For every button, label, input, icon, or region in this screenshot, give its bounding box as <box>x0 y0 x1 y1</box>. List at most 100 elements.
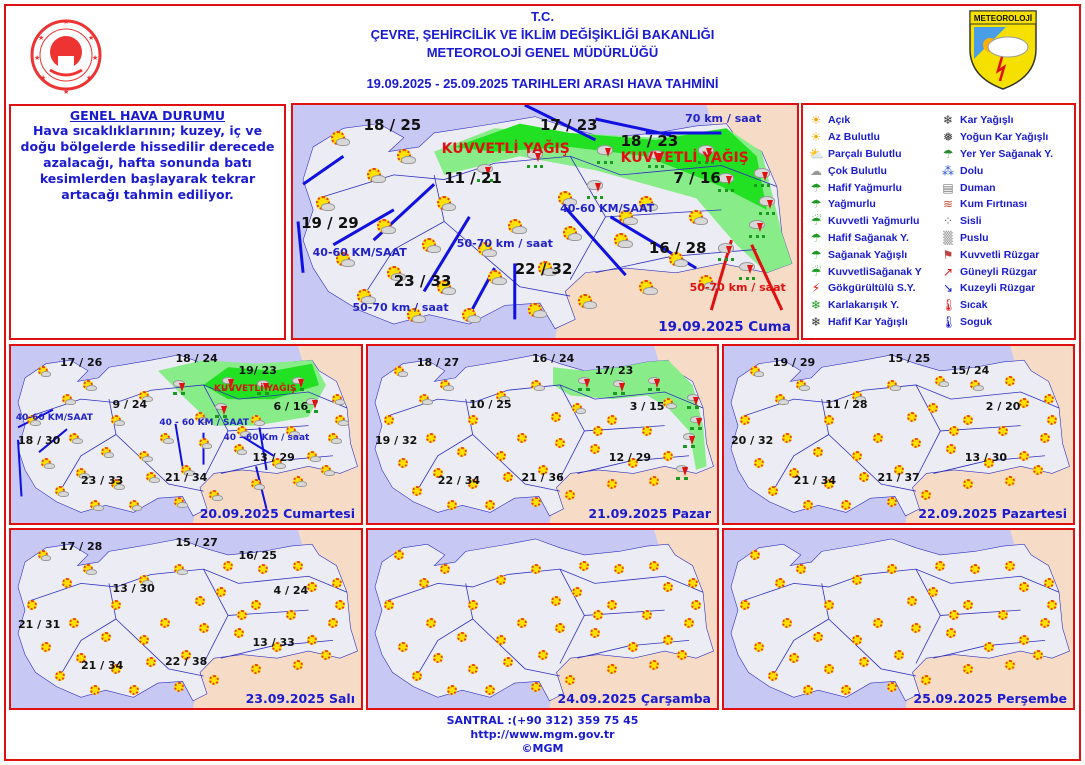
legend-item: ☂ Sağanak Yağışlı <box>809 246 941 263</box>
sun-icon <box>138 634 150 646</box>
sun-icon <box>550 411 562 423</box>
thunderstorm-icon <box>613 379 626 395</box>
sun-icon <box>627 457 639 469</box>
sun-icon <box>641 425 653 437</box>
heavy-snow-icon: ❅ <box>942 130 954 145</box>
legend-item: 🌡 Sıcak <box>941 297 1081 314</box>
footer-copyright: ©MGM <box>521 742 564 755</box>
heavy-shower-icon: ☔ <box>810 264 822 279</box>
north-wind-arrow <box>424 217 469 292</box>
thunderstorm-icon <box>648 375 661 392</box>
sun-icon <box>753 457 765 469</box>
sun-icon <box>257 563 269 575</box>
sun-icon <box>1004 475 1016 487</box>
thunderstorm-icon <box>676 464 689 480</box>
thunderstorm-icon <box>306 397 318 413</box>
sun-icon <box>1032 464 1044 476</box>
sun-icon <box>910 437 922 449</box>
temperature-label: 19 / 29 <box>301 213 359 232</box>
sun-icon <box>767 670 779 682</box>
temperature-label: 13 / 30 <box>964 451 1008 465</box>
sun-icon <box>306 581 318 593</box>
partly-cloudy-icon <box>795 379 810 391</box>
thunderstorm-icon <box>222 375 234 392</box>
partly-cloudy-icon <box>327 432 342 445</box>
sun-icon <box>945 627 957 639</box>
sun-icon <box>840 499 852 511</box>
legend-label: Açık <box>828 114 851 127</box>
partly-cloudy-icon <box>527 302 547 319</box>
temperature-label: 11 / 21 <box>444 169 502 188</box>
partly-cloudy-icon <box>335 251 356 267</box>
north-wind-arrow <box>303 156 343 184</box>
header-line-tc: T.C. <box>530 9 555 24</box>
partly-cloudy-icon <box>507 218 527 235</box>
legend-item: ☂ Yağmurlu <box>809 196 941 213</box>
sun-icon <box>983 457 995 469</box>
sun-icon <box>393 549 405 561</box>
sun-icon <box>690 599 702 611</box>
north-wind-arrow <box>260 427 267 469</box>
thunderstorm-icon <box>647 148 664 169</box>
map-background <box>11 346 361 523</box>
footer-url[interactable]: http://www.mgm.gov.tr <box>470 728 615 741</box>
sun-icon <box>781 617 793 629</box>
sun-icon <box>1018 581 1030 593</box>
legend-label: Parçalı Bulutlu <box>828 147 902 160</box>
legend-label: Çok Bulutlu <box>828 164 887 177</box>
sun-icon <box>997 425 1009 437</box>
sun-icon <box>893 649 905 661</box>
thunderstorm-icon <box>753 167 770 187</box>
legend-label: Sıcak <box>960 299 988 312</box>
legend-label: Sağanak Yağışlı <box>828 248 908 261</box>
sun-icon <box>537 649 549 661</box>
legend-label: KuvvetliSağanak Y <box>828 265 922 278</box>
partly-cloudy-icon <box>37 549 52 561</box>
sun-icon <box>550 595 562 607</box>
temperature-label: 3 / 15 <box>629 399 665 413</box>
sun-icon <box>739 599 751 611</box>
rain-zone <box>454 123 767 210</box>
partly-cloudy-icon <box>418 393 433 406</box>
partly-cloudy-icon <box>82 563 97 576</box>
sun-icon <box>530 563 542 575</box>
sun-icon <box>851 634 863 646</box>
partly-cloudy-icon <box>537 260 557 277</box>
legend-label: Puslu <box>960 231 989 244</box>
map-date-label: 20.09.2025 Cumartesi <box>199 505 355 521</box>
region-boundaries <box>318 156 777 296</box>
sun-icon <box>194 595 206 607</box>
sun-icon <box>872 617 884 629</box>
sun-icon <box>927 586 939 598</box>
partly-cloudy-icon <box>320 464 335 476</box>
sun-icon <box>145 656 157 668</box>
sun-icon <box>89 684 101 696</box>
sun-icon <box>383 599 395 611</box>
sun-icon <box>411 485 423 497</box>
north-wind-arrow <box>18 440 22 497</box>
north-wind-arrow <box>39 429 67 452</box>
temperature-label: 2 / 20 <box>985 399 1021 413</box>
partly-cloudy-icon <box>406 307 426 323</box>
wind-speed-label: 50-70 km / saat <box>352 300 449 314</box>
partly-cloudy-icon <box>236 425 251 437</box>
thunderstorm-icon <box>587 179 604 199</box>
sun-icon <box>467 478 479 490</box>
sun-icon <box>128 684 140 696</box>
temperature-label: 19 / 32 <box>374 433 418 447</box>
sun-icon <box>886 496 898 508</box>
meteoroloji-shield-logo: METEOROLOJİ <box>969 10 1037 90</box>
sun-icon <box>812 631 824 643</box>
wind-speed-label: 70 km / saat <box>685 111 762 125</box>
partly-cloudy-icon <box>26 414 41 427</box>
rain-zone <box>552 360 707 470</box>
sun-icon <box>1039 432 1051 444</box>
temperature-label: 13 / 33 <box>252 635 295 649</box>
legend-item: ↘ Kuzeyli Rüzgar <box>941 280 1081 297</box>
partly-cloudy-icon <box>886 379 901 391</box>
cold-thermometer-icon: 🌡 <box>941 314 957 329</box>
sun-icon <box>285 609 297 621</box>
sun-icon <box>934 560 946 572</box>
thunderstorm-icon <box>718 172 735 192</box>
north-wind-arrow <box>298 222 303 273</box>
